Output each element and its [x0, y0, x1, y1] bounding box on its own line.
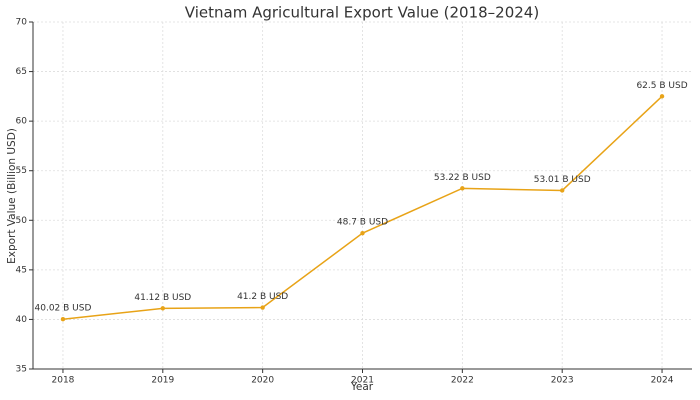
y-tick-label: 40: [16, 315, 28, 325]
data-label: 41.2 B USD: [237, 292, 288, 302]
y-axis-label: Export Value (Billion USD): [6, 128, 18, 264]
data-label: 40.02 B USD: [35, 304, 92, 314]
data-point: [559, 188, 565, 193]
data-label: 41.12 B USD: [134, 293, 191, 303]
chart-title: Vietnam Agricultural Export Value (2018–…: [185, 4, 539, 22]
data-point: [460, 186, 465, 191]
x-tick-label: 2023: [551, 376, 574, 386]
y-tick-label: 45: [16, 265, 27, 275]
data-point: [60, 317, 66, 322]
data-label: 48.7 B USD: [337, 218, 388, 228]
x-axis-label: Year: [350, 381, 374, 393]
y-tick-label: 50: [16, 216, 28, 226]
data-point: [659, 94, 665, 99]
data-point: [160, 306, 166, 311]
x-tick-label: 2022: [451, 376, 474, 386]
y-tick-label: 55: [16, 166, 27, 176]
data-point: [260, 305, 265, 310]
y-tick-label: 70: [16, 18, 28, 28]
y-tick-label: 65: [16, 67, 27, 77]
x-tick-label: 2019: [151, 376, 174, 386]
data-label: 62.5 B USD: [636, 81, 687, 91]
data-point: [360, 230, 365, 236]
x-tick-label: 2020: [251, 376, 274, 386]
data-label: 53.01 B USD: [534, 175, 591, 185]
y-tick-label: 60: [16, 117, 28, 127]
x-tick-label: 2018: [52, 376, 75, 386]
data-label: 53.22 B USD: [434, 173, 491, 183]
x-tick-label: 2021: [351, 376, 374, 386]
y-tick-label: 35: [16, 365, 27, 375]
x-tick-label: 2024: [651, 376, 674, 386]
